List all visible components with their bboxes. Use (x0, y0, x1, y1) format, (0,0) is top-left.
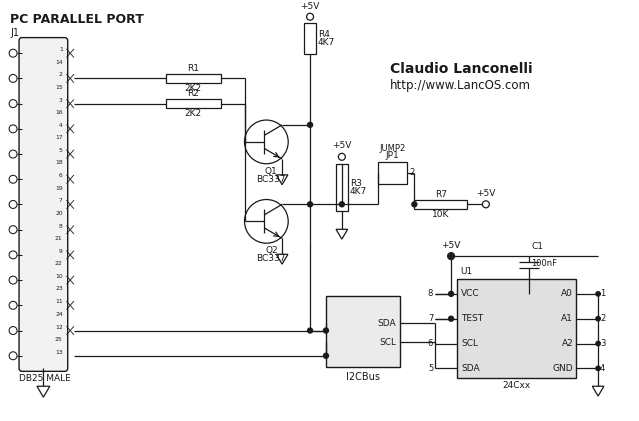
Text: JP1: JP1 (385, 151, 399, 160)
Text: Q1: Q1 (265, 167, 278, 176)
Bar (336, 164, 348, 211)
Text: 6: 6 (59, 173, 63, 178)
Text: 20: 20 (55, 211, 63, 216)
Text: SDA: SDA (461, 364, 480, 373)
Text: A1: A1 (562, 314, 573, 323)
Text: 3: 3 (600, 339, 606, 348)
Text: Claudio Lanconelli: Claudio Lanconelli (390, 62, 532, 77)
FancyBboxPatch shape (19, 37, 68, 371)
Bar (304, 23, 316, 54)
Text: 2K2: 2K2 (185, 84, 202, 93)
Text: 1: 1 (59, 47, 63, 52)
Text: JUMP2: JUMP2 (380, 144, 406, 153)
Text: 16: 16 (55, 110, 63, 115)
Text: BC337: BC337 (257, 254, 286, 263)
Text: J1: J1 (10, 28, 19, 37)
Bar (378, 162, 408, 184)
Text: 10K: 10K (432, 210, 449, 219)
Text: +5V: +5V (476, 189, 496, 198)
Circle shape (596, 317, 600, 321)
Text: A2: A2 (562, 339, 573, 348)
Text: +5V: +5V (300, 2, 320, 11)
Bar (326, 296, 401, 368)
Text: 21: 21 (55, 236, 63, 241)
Circle shape (307, 328, 312, 333)
Text: GND: GND (553, 364, 573, 373)
Text: 15: 15 (55, 85, 63, 90)
Text: 4: 4 (59, 123, 63, 128)
Text: 4: 4 (600, 364, 605, 373)
Circle shape (596, 341, 600, 346)
Text: TEST: TEST (461, 314, 483, 323)
Text: I2CBus: I2CBus (346, 372, 380, 382)
Text: 23: 23 (55, 286, 63, 291)
Circle shape (323, 353, 328, 358)
Text: 1: 1 (600, 289, 605, 298)
Text: 100nF: 100nF (532, 259, 558, 268)
Text: 5: 5 (428, 364, 433, 373)
Text: R2: R2 (187, 89, 199, 98)
Text: 25: 25 (55, 337, 63, 342)
Bar (457, 279, 576, 378)
Text: A0: A0 (562, 289, 573, 298)
Text: 7: 7 (59, 198, 63, 203)
Text: http://www.LancOS.com: http://www.LancOS.com (390, 79, 530, 92)
Text: 24: 24 (55, 312, 63, 317)
Text: R4: R4 (318, 30, 330, 39)
Text: 13: 13 (55, 350, 63, 355)
Text: 11: 11 (55, 299, 63, 304)
Text: SCL: SCL (380, 338, 396, 347)
Text: 6: 6 (428, 339, 433, 348)
Text: 14: 14 (55, 59, 63, 64)
Text: SDA: SDA (378, 319, 396, 328)
Text: 2: 2 (59, 72, 63, 77)
Text: VCC: VCC (461, 289, 480, 298)
Text: DB25 MALE: DB25 MALE (19, 374, 71, 383)
Text: 9: 9 (59, 249, 63, 254)
Circle shape (449, 291, 454, 296)
Text: SCL: SCL (461, 339, 478, 348)
Text: BC337: BC337 (257, 175, 286, 184)
Circle shape (596, 366, 600, 370)
Circle shape (339, 202, 344, 207)
Text: 7: 7 (428, 314, 433, 323)
Circle shape (449, 316, 454, 321)
Text: R7: R7 (435, 190, 447, 199)
Circle shape (307, 202, 312, 207)
Bar (414, 200, 467, 209)
Text: 4K7: 4K7 (318, 38, 335, 47)
Text: 18: 18 (55, 160, 63, 165)
Text: 12: 12 (55, 325, 63, 330)
Text: +5V: +5V (332, 141, 351, 150)
Text: U1: U1 (460, 267, 472, 276)
Text: 2K2: 2K2 (185, 109, 202, 118)
Text: +5V: +5V (442, 241, 461, 250)
Text: Q2: Q2 (265, 246, 277, 255)
Text: 3: 3 (59, 98, 63, 103)
Circle shape (412, 202, 417, 207)
Bar (166, 74, 220, 83)
Text: 19: 19 (55, 186, 63, 191)
Text: C1: C1 (532, 242, 544, 251)
Text: 2: 2 (410, 168, 415, 177)
Text: 5: 5 (59, 148, 63, 153)
Circle shape (596, 292, 600, 296)
Text: 24Cxx: 24Cxx (502, 381, 531, 390)
Text: R3: R3 (350, 179, 362, 188)
Bar (166, 99, 220, 108)
Text: R1: R1 (187, 64, 199, 73)
Text: PC PARALLEL PORT: PC PARALLEL PORT (10, 13, 144, 26)
Text: 8: 8 (59, 224, 63, 229)
Text: 17: 17 (55, 135, 63, 140)
Circle shape (449, 253, 454, 258)
Text: 8: 8 (428, 289, 433, 298)
Circle shape (307, 123, 312, 127)
Text: 22: 22 (55, 261, 63, 266)
Text: 4K7: 4K7 (350, 187, 367, 196)
Circle shape (323, 328, 328, 333)
Text: 2: 2 (600, 314, 605, 323)
Text: 10: 10 (55, 274, 63, 279)
